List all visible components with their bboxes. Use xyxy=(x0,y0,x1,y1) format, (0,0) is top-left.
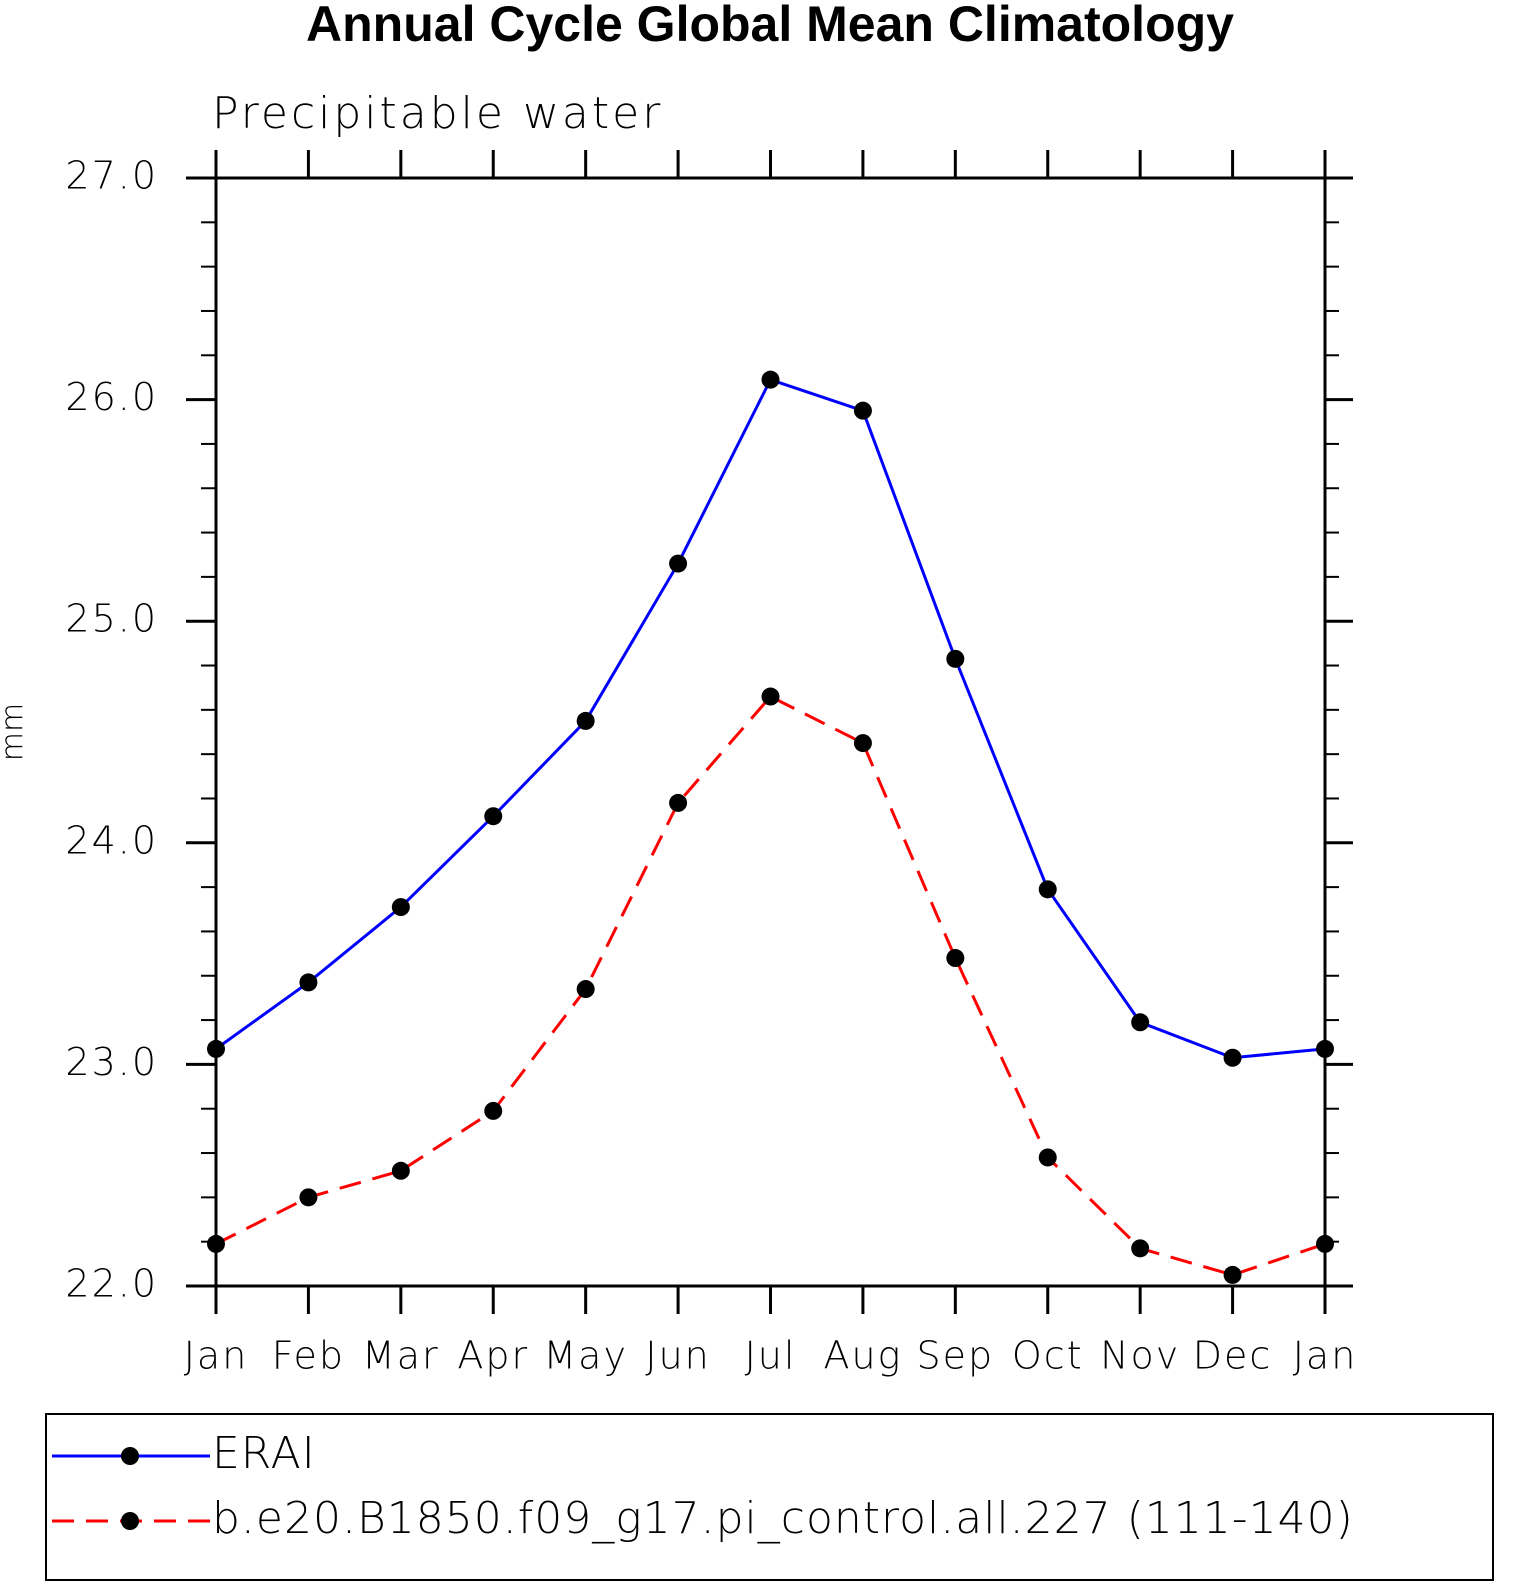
x-tick-label: May xyxy=(543,1334,628,1378)
x-tick-label: Dec xyxy=(1193,1334,1273,1378)
x-tick-label: Jun xyxy=(645,1334,710,1378)
series-line xyxy=(215,694,1326,1277)
data-point xyxy=(853,401,872,420)
y-tick-label: 22.0 xyxy=(65,1262,158,1306)
x-tick-label: Apr xyxy=(457,1334,529,1378)
data-point xyxy=(484,807,503,826)
data-point xyxy=(1038,1148,1057,1167)
y-tick-label: 27.0 xyxy=(65,154,158,198)
data-point xyxy=(299,973,318,992)
data-point xyxy=(299,1188,318,1207)
chart-subtitle: Precipitable water xyxy=(212,88,663,139)
legend-label: ERAI xyxy=(212,1428,316,1479)
data-point xyxy=(1131,1239,1150,1258)
data-point xyxy=(1316,1234,1334,1253)
y-tick-label: 24.0 xyxy=(65,818,158,862)
data-point xyxy=(1131,1013,1150,1032)
legend-label: b.e20.B1850.f09_g17.pi_control.all.227 (… xyxy=(212,1493,1354,1544)
data-point xyxy=(1316,1039,1334,1058)
y-tick-label: 25.0 xyxy=(65,597,158,641)
data-point xyxy=(761,370,780,389)
x-tick-label: Mar xyxy=(362,1334,440,1378)
data-point xyxy=(1223,1048,1242,1067)
x-tick-label: Jan xyxy=(184,1334,249,1378)
legend-marker xyxy=(121,1447,139,1465)
data-point xyxy=(853,734,872,753)
x-tick-label: Feb xyxy=(272,1334,345,1378)
data-point xyxy=(946,949,965,968)
legend-box xyxy=(45,1413,1494,1581)
y-tick-label: 26.0 xyxy=(65,375,158,419)
series-line xyxy=(215,377,1326,1060)
data-point xyxy=(207,1234,225,1253)
x-tick-label: Jan xyxy=(1293,1334,1358,1378)
data-point xyxy=(484,1101,503,1120)
legend-marker xyxy=(121,1512,139,1530)
data-point xyxy=(391,898,410,917)
data-point xyxy=(669,793,688,812)
x-tick-label: Aug xyxy=(823,1334,902,1378)
x-tick-label: Oct xyxy=(1012,1334,1084,1378)
data-point xyxy=(1038,880,1057,899)
data-point xyxy=(761,687,780,706)
x-tick-label: Jul xyxy=(745,1334,797,1378)
data-point xyxy=(391,1161,410,1180)
chart-title: Annual Cycle Global Mean Climatology xyxy=(306,0,1234,52)
data-point xyxy=(669,554,688,573)
data-point xyxy=(576,711,595,730)
x-tick-label: Sep xyxy=(917,1334,995,1378)
data-point xyxy=(1223,1265,1242,1284)
plot-frame xyxy=(214,176,1327,1288)
data-point xyxy=(946,649,965,668)
x-tick-label: Nov xyxy=(1100,1334,1180,1378)
y-axis-label: mm xyxy=(0,703,31,761)
data-point xyxy=(576,980,595,999)
data-point xyxy=(207,1039,225,1058)
y-tick-label: 23.0 xyxy=(65,1040,158,1084)
